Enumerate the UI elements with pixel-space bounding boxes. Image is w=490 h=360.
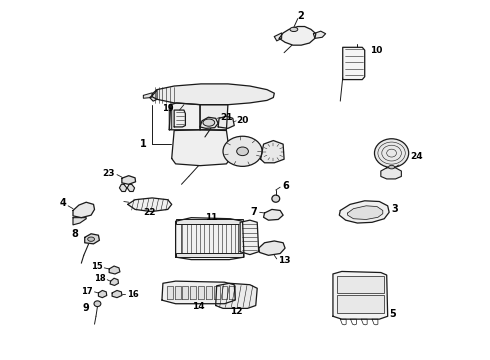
Polygon shape: [314, 31, 326, 39]
Polygon shape: [340, 319, 346, 325]
Polygon shape: [372, 319, 378, 325]
Polygon shape: [174, 110, 185, 127]
Ellipse shape: [272, 195, 280, 202]
Polygon shape: [200, 105, 228, 130]
Polygon shape: [109, 266, 120, 274]
Text: 5: 5: [390, 310, 396, 319]
Ellipse shape: [223, 136, 262, 166]
Text: 2: 2: [297, 11, 304, 21]
Polygon shape: [85, 234, 99, 244]
Polygon shape: [198, 286, 204, 299]
Polygon shape: [175, 218, 244, 260]
Bar: [337, 276, 384, 293]
Text: 19: 19: [163, 104, 174, 113]
Polygon shape: [200, 117, 218, 129]
Polygon shape: [343, 47, 365, 80]
Polygon shape: [169, 103, 200, 130]
Polygon shape: [259, 241, 285, 255]
Text: 20: 20: [236, 116, 248, 125]
Text: 15: 15: [91, 262, 102, 271]
Text: 18: 18: [94, 274, 106, 283]
Polygon shape: [206, 286, 212, 299]
Polygon shape: [240, 220, 259, 255]
Polygon shape: [274, 33, 282, 41]
Polygon shape: [264, 210, 283, 220]
Text: 11: 11: [204, 213, 217, 222]
Polygon shape: [182, 286, 188, 299]
Polygon shape: [169, 104, 171, 130]
Polygon shape: [216, 283, 257, 309]
Polygon shape: [350, 319, 356, 325]
Polygon shape: [120, 184, 127, 192]
Text: 7: 7: [250, 207, 257, 217]
Text: 14: 14: [192, 302, 205, 311]
Polygon shape: [73, 218, 86, 225]
Polygon shape: [261, 140, 284, 163]
Text: 16: 16: [127, 289, 139, 298]
Bar: [175, 253, 243, 257]
Polygon shape: [218, 116, 234, 129]
Text: 1: 1: [140, 139, 147, 149]
Polygon shape: [361, 319, 367, 325]
Text: 22: 22: [144, 208, 156, 217]
Text: 10: 10: [369, 46, 382, 55]
Text: 4: 4: [59, 198, 66, 208]
Text: 12: 12: [230, 307, 243, 316]
Ellipse shape: [374, 139, 409, 167]
Ellipse shape: [88, 237, 95, 241]
Polygon shape: [214, 286, 220, 299]
Polygon shape: [110, 278, 119, 285]
Polygon shape: [112, 291, 122, 298]
Text: 23: 23: [102, 169, 115, 178]
Text: 8: 8: [71, 229, 78, 239]
Ellipse shape: [237, 147, 248, 156]
Text: 6: 6: [282, 181, 289, 192]
Ellipse shape: [290, 27, 298, 32]
Polygon shape: [122, 176, 136, 184]
Polygon shape: [73, 202, 95, 218]
Ellipse shape: [389, 165, 394, 169]
Polygon shape: [128, 198, 172, 212]
Polygon shape: [174, 286, 180, 299]
Bar: [175, 219, 243, 224]
Bar: [337, 296, 384, 313]
Text: 17: 17: [81, 287, 93, 296]
Polygon shape: [152, 84, 274, 105]
Polygon shape: [347, 206, 383, 220]
Text: 9: 9: [83, 303, 90, 314]
Polygon shape: [144, 93, 153, 98]
Polygon shape: [127, 184, 135, 192]
Polygon shape: [162, 281, 235, 304]
Bar: [180, 224, 238, 253]
Polygon shape: [150, 90, 157, 101]
Polygon shape: [172, 130, 230, 166]
Ellipse shape: [94, 301, 101, 307]
Text: 3: 3: [392, 204, 398, 215]
Polygon shape: [167, 286, 172, 299]
Polygon shape: [190, 286, 196, 299]
Polygon shape: [229, 286, 235, 299]
Polygon shape: [98, 291, 107, 298]
Polygon shape: [221, 286, 227, 299]
Text: 13: 13: [278, 256, 291, 265]
Ellipse shape: [203, 119, 215, 126]
Polygon shape: [279, 27, 316, 45]
Text: 24: 24: [410, 152, 423, 161]
Polygon shape: [333, 271, 388, 319]
Polygon shape: [381, 168, 401, 179]
Polygon shape: [339, 201, 389, 223]
Text: 21: 21: [220, 113, 233, 122]
